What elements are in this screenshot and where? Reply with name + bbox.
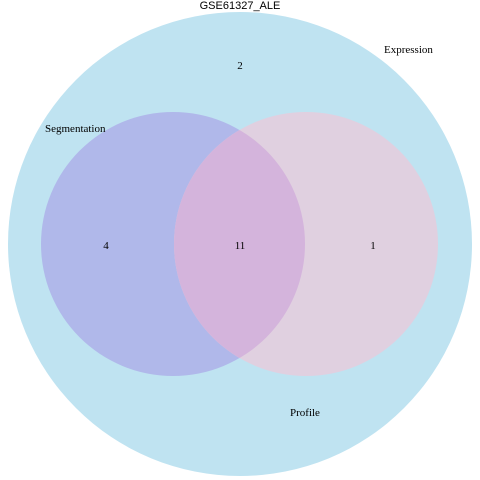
count-segmentation-only: 4 xyxy=(103,240,109,252)
label-expression: Expression xyxy=(384,44,433,56)
label-profile: Profile xyxy=(290,407,320,419)
count-segmentation-profile: 11 xyxy=(235,240,246,252)
label-segmentation: Segmentation xyxy=(45,123,106,135)
count-expression-only: 2 xyxy=(237,60,243,72)
count-profile-only: 1 xyxy=(370,240,376,252)
overlap-segmentation-profile xyxy=(174,112,305,376)
diagram-title: GSE61327_ALE xyxy=(200,0,281,12)
